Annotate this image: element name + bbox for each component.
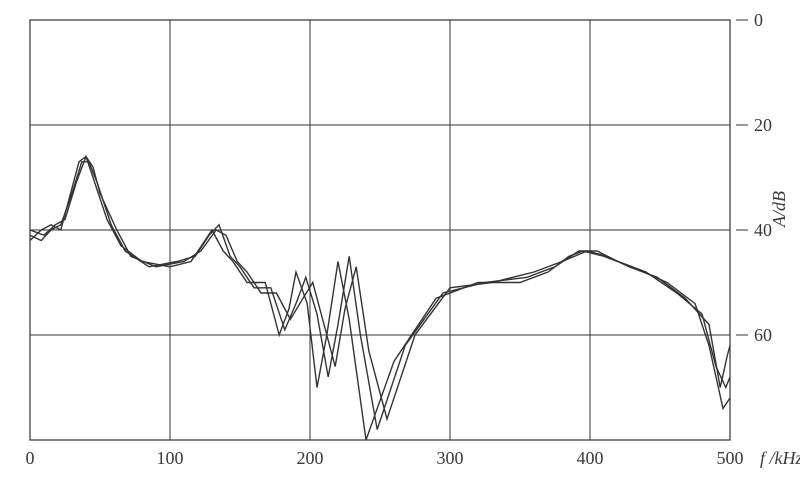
svg-text:20: 20 [754, 115, 772, 135]
x-tick-labels: 0 100 200 300 400 500 [26, 448, 744, 468]
series-trace-1 [30, 157, 730, 441]
y-axis-label: A/dB [769, 191, 789, 228]
svg-text:100: 100 [157, 448, 184, 468]
chart-series [30, 157, 730, 441]
svg-text:500: 500 [717, 448, 744, 468]
y-tick-labels: 0204060 [736, 10, 772, 345]
svg-text:400: 400 [577, 448, 604, 468]
svg-text:200: 200 [297, 448, 324, 468]
x-axis-label: f /kHz [760, 448, 800, 468]
svg-text:0: 0 [754, 10, 763, 30]
series-trace-2 [30, 162, 730, 430]
grid-horizontal [30, 20, 730, 335]
svg-text:300: 300 [437, 448, 464, 468]
svg-text:60: 60 [754, 325, 772, 345]
svg-text:0: 0 [26, 448, 35, 468]
series-trace-3 [30, 157, 730, 420]
